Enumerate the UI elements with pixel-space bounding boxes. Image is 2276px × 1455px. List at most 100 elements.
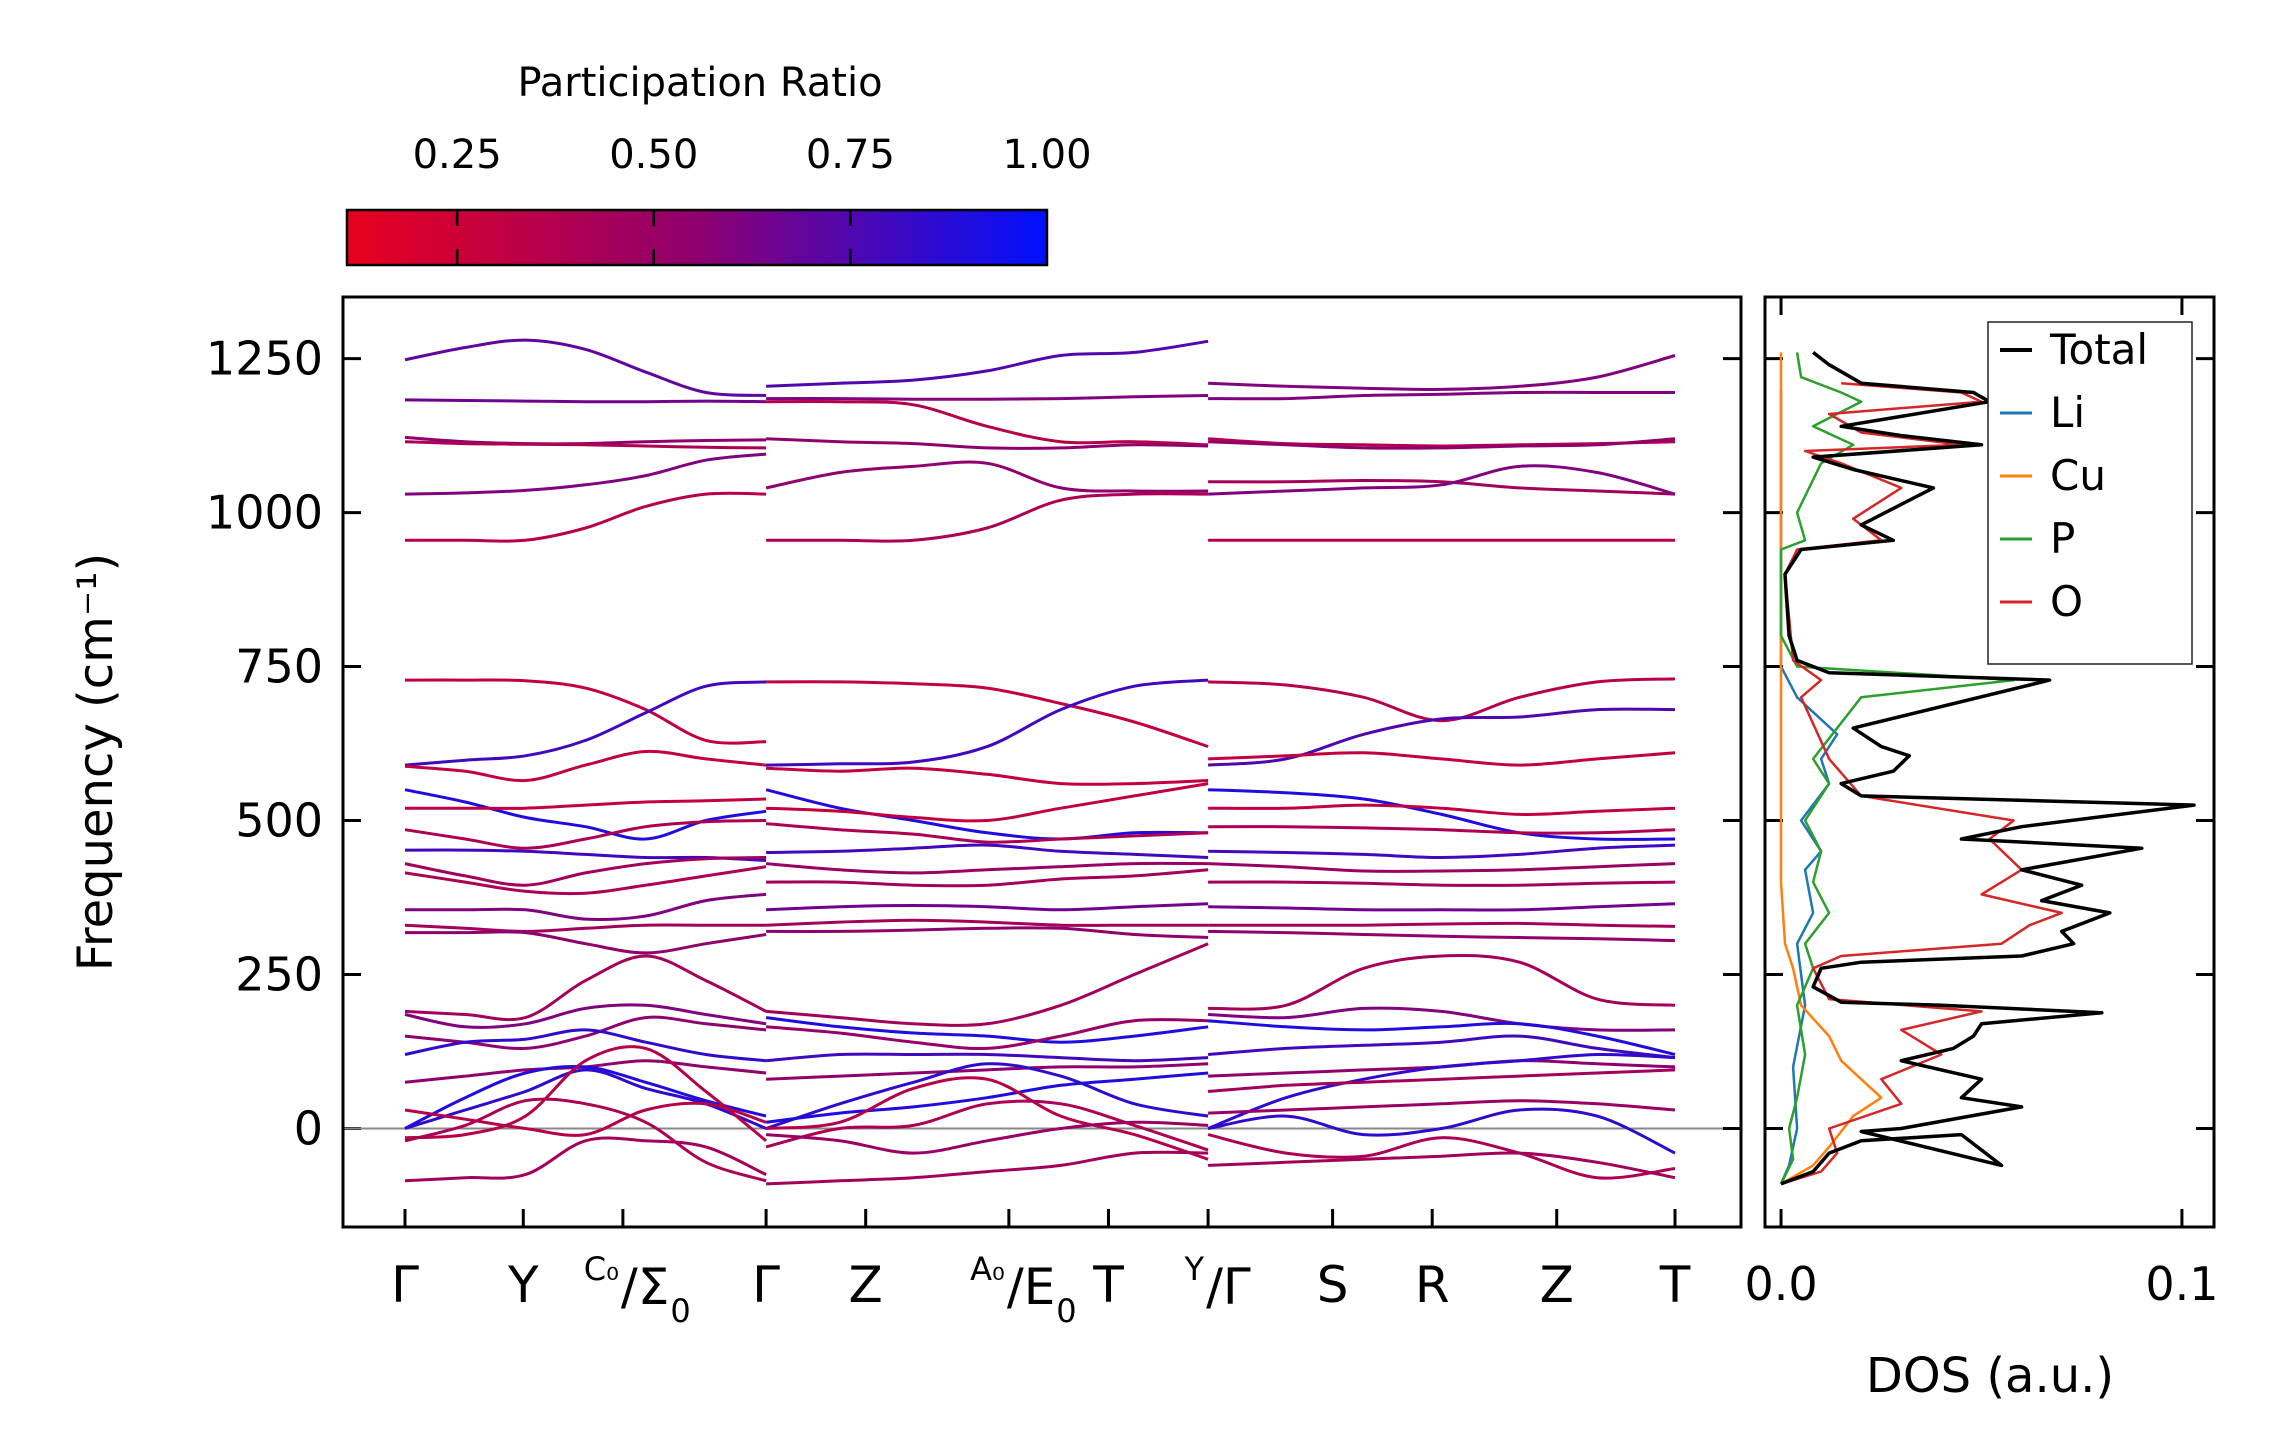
y-tick-label: 750: [235, 640, 323, 694]
kpoint-label: Z: [849, 1256, 883, 1314]
phonon-band: [404, 398, 767, 404]
phonon-band: [404, 680, 767, 767]
dos-curves: [1779, 351, 2196, 1186]
segment-dividers: [403, 1209, 1677, 1227]
phonon-band: [765, 1052, 1209, 1063]
kpoint-label-subscript: 0: [670, 1292, 690, 1330]
y-tick-label: 500: [235, 794, 323, 848]
phonon-band: [404, 1003, 767, 1029]
phonon-band: [766, 782, 1209, 823]
colorbar: Participation Ratio 0.25 0.50 0.75 1.00: [345, 60, 1092, 267]
phonon-bands: [404, 338, 1676, 1186]
phonon-band: [765, 822, 1209, 844]
phonon-band: [404, 1101, 767, 1137]
y-tick-label: 1000: [206, 486, 323, 540]
phonon-band: [765, 1062, 1209, 1130]
phonon-band: [766, 868, 1209, 888]
phonon-band: [1208, 902, 1676, 912]
phonon-band: [1207, 1107, 1676, 1155]
phonon-band: [766, 399, 1209, 447]
phonon-band: [405, 797, 767, 810]
phonon-band: [1207, 1068, 1676, 1093]
phonon-band: [766, 680, 1209, 749]
phonon-band: [404, 491, 767, 543]
kpoint-label-main: Y: [507, 1256, 539, 1314]
kpoint-label-main: T: [1092, 1256, 1124, 1314]
phonon-band: [1208, 464, 1676, 496]
dos-curve-o: [1780, 381, 2063, 1186]
legend-frame: [1987, 321, 2193, 665]
phonon-band: [766, 678, 1209, 767]
phonon-band: [765, 1076, 1209, 1161]
phonon-band: [766, 492, 1209, 543]
phonon-band: [1208, 788, 1676, 841]
phonon-band: [765, 788, 1209, 841]
dos-x-tick-label: 0.1: [2145, 1257, 2218, 1311]
phonon-band: [766, 1062, 1209, 1081]
phonon-band: [404, 678, 767, 745]
kpoint-label-main: Z: [849, 1256, 883, 1314]
phonon-band: [766, 394, 1209, 401]
kpoint-label-main: S: [1317, 1256, 1349, 1314]
kpoint-labels: Γ Y C₀/Σ 0 Γ Z A₀/E 0 T Y/Γ S R Z T: [391, 1250, 1691, 1330]
phonon-band: [405, 930, 767, 955]
kpoint-label: Y/Γ: [1184, 1250, 1251, 1316]
phonon-band: [1208, 921, 1676, 928]
phonon-band: [404, 1136, 767, 1183]
kpoint-label-main: R: [1415, 1256, 1450, 1314]
phonon-band: [404, 788, 767, 841]
phonon-band: [765, 861, 1209, 875]
kpoint-label: Γ: [752, 1256, 780, 1314]
phonon-band: [404, 1097, 767, 1183]
band-plot-frame: [341, 295, 1743, 1229]
phonon-band: [1207, 1052, 1676, 1130]
colorbar-title: Participation Ratio: [517, 60, 882, 106]
phonon-band: [765, 1071, 1209, 1124]
kpoint-label: T: [1092, 1256, 1124, 1314]
phonon-band: [404, 819, 767, 850]
phonon-band: [1207, 1034, 1676, 1060]
kpoint-label: A₀/E 0: [970, 1250, 1077, 1330]
kpoint-label-main: T: [1659, 1256, 1691, 1314]
phonon-band: [765, 460, 1209, 493]
band-axis-ticks: 0 250 500 750 1000 1250: [206, 332, 361, 1155]
phonon-band: [1208, 825, 1676, 835]
phonon-band: [1208, 751, 1676, 767]
dos-curve-p: [1779, 352, 2015, 1185]
phonon-band: [404, 440, 767, 450]
phonon-band: [1208, 1006, 1676, 1032]
colorbar-tick-label: 0.75: [806, 132, 895, 178]
legend-label-total: Total: [2049, 325, 2148, 374]
dos-x-axis-title: DOS (a.u.): [1866, 1348, 2114, 1404]
kpoint-label-main: Γ: [752, 1256, 780, 1314]
phonon-band: [1207, 1133, 1676, 1180]
kpoint-label-subscript: 0: [1056, 1292, 1076, 1330]
colorbar-tick-label: 1.00: [1002, 132, 1091, 178]
colorbar-tick-label: 0.25: [413, 132, 502, 178]
colorbar-gradient: [345, 208, 1049, 267]
phonon-band: [404, 749, 767, 783]
phonon-band: [766, 902, 1209, 912]
legend-label-o: O: [2050, 577, 2083, 626]
phonon-band: [766, 926, 1209, 939]
y-axis-title: Frequency (cm⁻¹): [68, 553, 124, 971]
dos-curve-cu: [1779, 352, 1883, 1185]
phonon-band: [1208, 803, 1676, 816]
phonon-band: [766, 437, 1209, 450]
kpoint-label-pre: Y: [1184, 1250, 1205, 1288]
phonon-band: [765, 1099, 1209, 1152]
phonon-band: [1207, 1019, 1676, 1056]
phonon-band: [766, 918, 1209, 927]
dos-plot-frame: [1763, 295, 2216, 1229]
phonon-band: [1208, 929, 1676, 943]
kpoint-label: T: [1659, 1256, 1691, 1314]
phonon-band: [1208, 677, 1676, 723]
legend-label-li: Li: [2050, 388, 2085, 437]
kpoint-label: Z: [1540, 1256, 1574, 1314]
phonon-band: [765, 1016, 1209, 1044]
kpoint-label: C₀/Σ 0: [584, 1250, 691, 1330]
kpoint-label: Γ: [391, 1256, 419, 1314]
colorbar-ticks: 0.25 0.50 0.75 1.00: [413, 132, 1092, 265]
dos-curve-total: [1780, 351, 2196, 1186]
